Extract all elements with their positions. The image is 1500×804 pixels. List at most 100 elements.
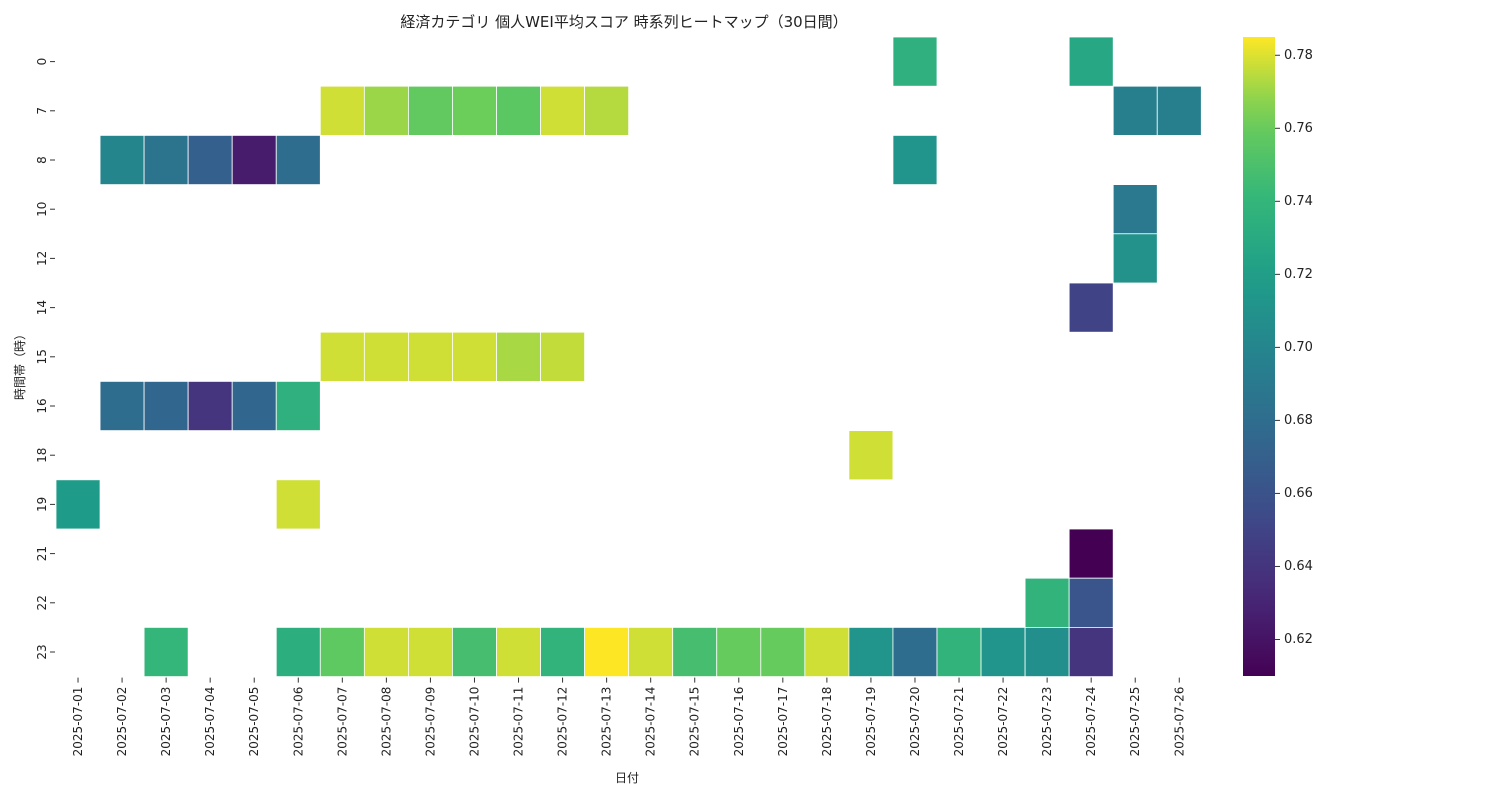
y-axis-label: 時間帯（時） <box>13 328 27 400</box>
colorbar-tick-label: 0.66 <box>1284 486 1313 501</box>
heatmap-cell <box>496 331 541 382</box>
heatmap-cell <box>892 36 938 87</box>
colorbar-tick-label: 0.64 <box>1284 559 1313 574</box>
y-tick-label: 0 <box>35 58 49 66</box>
x-tick-label: 2025-07-09 <box>423 687 437 757</box>
heatmap-cell <box>407 85 453 136</box>
heatmap-cell <box>275 380 321 431</box>
x-tick-label: 2025-07-25 <box>1128 687 1142 757</box>
heatmap-cell <box>452 85 497 136</box>
x-tick-label: 2025-07-24 <box>1084 687 1098 757</box>
x-tick-label: 2025-07-22 <box>996 687 1010 757</box>
heatmap-cell <box>99 134 145 185</box>
heatmap-cell <box>1068 577 1114 628</box>
colorbar-tick-label: 0.78 <box>1284 48 1313 63</box>
x-tick-label: 2025-07-01 <box>71 687 85 757</box>
x-tick-label: 2025-07-17 <box>776 687 790 757</box>
heatmap-cell <box>1112 184 1158 235</box>
x-tick-label: 2025-07-08 <box>379 687 393 757</box>
heatmap-cell <box>275 134 321 185</box>
x-axis-label: 日付 <box>615 771 639 785</box>
heatmap-cell <box>1068 36 1114 87</box>
y-tick-label: 7 <box>35 107 49 115</box>
x-tick-label: 2025-07-07 <box>335 687 349 757</box>
heatmap-cell <box>1024 577 1070 628</box>
x-tick-label: 2025-07-12 <box>556 687 570 757</box>
heatmap-cell <box>760 627 806 678</box>
heatmap-cell <box>143 380 189 431</box>
heatmap-cell <box>540 331 585 382</box>
heatmap-cell <box>452 627 497 678</box>
heatmap-cell <box>1068 528 1114 579</box>
colorbar-tick-label: 0.74 <box>1284 194 1313 209</box>
heatmap-cell <box>143 134 189 185</box>
heatmap-cell <box>231 134 277 185</box>
colorbar-tick-label: 0.70 <box>1284 340 1313 355</box>
heatmap-cell <box>452 331 497 382</box>
heatmap-cell <box>319 627 365 678</box>
y-tick-label: 16 <box>35 398 49 413</box>
heatmap-cell <box>1112 85 1158 136</box>
x-tick-label: 2025-07-06 <box>291 687 305 757</box>
heatmap-cell <box>848 627 894 678</box>
x-tick-label: 2025-07-19 <box>864 687 878 757</box>
y-tick-label: 15 <box>35 349 49 364</box>
heatmap-cell <box>319 85 365 136</box>
heatmap-cell <box>1068 282 1114 333</box>
heatmap-cell <box>1024 627 1070 678</box>
heatmap-cell <box>716 627 762 678</box>
heatmap-cell <box>848 430 894 481</box>
x-tick-label: 2025-07-23 <box>1040 687 1054 757</box>
x-tick-label: 2025-07-14 <box>644 687 658 757</box>
heatmap-cell <box>628 627 674 678</box>
heatmap-cell <box>363 627 409 678</box>
heatmap-cell <box>407 627 453 678</box>
heatmap-cell <box>231 380 277 431</box>
heatmap-cell <box>99 380 145 431</box>
y-tick-label: 19 <box>35 497 49 512</box>
y-axis: 0 7 8 10 12 14 15 16 18 19 21 22 23 <box>35 58 55 660</box>
colorbar-tick-label: 0.72 <box>1284 267 1313 282</box>
heatmap-cell <box>319 331 365 382</box>
colorbar-tick-label: 0.76 <box>1284 121 1313 136</box>
x-tick-label: 2025-07-13 <box>600 687 614 757</box>
heatmap-cell <box>496 627 541 678</box>
heatmap-cell <box>804 627 850 678</box>
heatmap-cell <box>275 627 321 678</box>
chart-title: 経済カテゴリ 個人WEI平均スコア 時系列ヒートマップ（30日間） <box>400 13 847 31</box>
x-tick-label: 2025-07-04 <box>203 687 217 757</box>
heatmap-cell <box>540 627 585 678</box>
heatmap-cell <box>672 627 718 678</box>
colorbar-ticks: 0.62 0.64 0.66 0.68 0.70 0.72 0.74 0.76 0.78 <box>1275 48 1313 647</box>
x-axis: 2025-07-01 2025-07-02 2025-07-03 2025-07-04… <box>71 677 1186 757</box>
heatmap-cell <box>275 479 321 530</box>
heatmap-cell <box>1112 233 1158 284</box>
x-tick-label: 2025-07-18 <box>820 687 834 757</box>
colorbar-tick-label: 0.62 <box>1284 632 1313 647</box>
heatmap-cell <box>187 134 233 185</box>
heatmap-cell <box>892 134 938 185</box>
heatmap-cell <box>936 627 982 678</box>
heatmap-cell <box>1068 627 1114 678</box>
x-tick-label: 2025-07-16 <box>732 687 746 757</box>
heatmap-cell <box>1156 85 1202 136</box>
heatmap-cell <box>363 85 409 136</box>
x-tick-label: 2025-07-21 <box>952 687 966 757</box>
heatmap-cell <box>187 380 233 431</box>
y-tick-label: 12 <box>35 251 49 266</box>
heatmap-cell <box>55 479 101 530</box>
heatmap-cell <box>143 627 189 678</box>
heatmap-cell <box>584 627 630 678</box>
heatmap-grid <box>55 36 1202 678</box>
colorbar-tick-label: 0.68 <box>1284 413 1313 428</box>
x-tick-label: 2025-07-20 <box>908 687 922 757</box>
y-tick-label: 14 <box>35 300 49 315</box>
heatmap-cell <box>407 331 453 382</box>
x-tick-label: 2025-07-05 <box>247 687 261 757</box>
x-tick-label: 2025-07-11 <box>512 687 526 757</box>
y-tick-label: 22 <box>35 595 49 610</box>
heatmap-cell <box>496 85 541 136</box>
x-tick-label: 2025-07-15 <box>688 687 702 757</box>
y-tick-label: 21 <box>35 546 49 561</box>
